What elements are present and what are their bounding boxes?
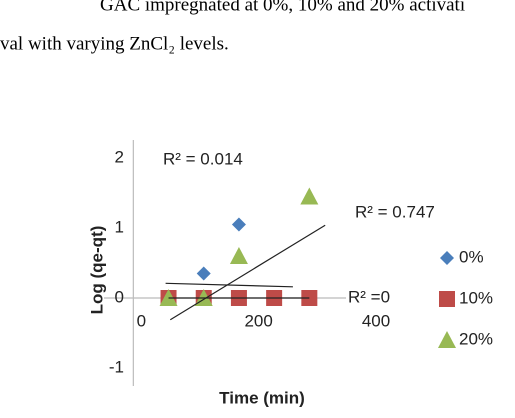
point — [197, 267, 211, 281]
legend-label: 0% — [459, 247, 484, 266]
legend-marker — [440, 251, 454, 265]
r-squared: R² =0 — [348, 287, 390, 306]
point — [300, 188, 318, 205]
y-tick-label: -1 — [109, 357, 124, 376]
legend-label: 10% — [459, 288, 493, 307]
header-line: GAC impregnated at 0%, 10% and 20% activ… — [100, 0, 465, 15]
y-tick-label: 1 — [115, 217, 124, 236]
y-axis-label: Log (qe-qt) — [87, 226, 106, 315]
header-line: val with varying ZnCl₂ levels. — [0, 33, 229, 54]
r-squared: R² = 0.014 — [163, 149, 243, 168]
x-tick-label: 400 — [362, 311, 390, 330]
y-tick-label: 2 — [115, 147, 124, 166]
y-tick-label: 0 — [115, 287, 124, 306]
x-tick-label: 200 — [244, 311, 272, 330]
legend-label: 20% — [459, 329, 493, 348]
page: GAC impregnated at 0%, 10% and 20% activ… — [0, 0, 515, 418]
x-axis-label: Time (min) — [219, 388, 305, 407]
r-squared: R² = 0.747 — [355, 202, 435, 221]
point — [230, 247, 248, 264]
legend-marker — [439, 291, 455, 307]
legend-marker — [438, 331, 456, 348]
x-tick-label: 0 — [137, 311, 146, 330]
point — [232, 218, 246, 232]
